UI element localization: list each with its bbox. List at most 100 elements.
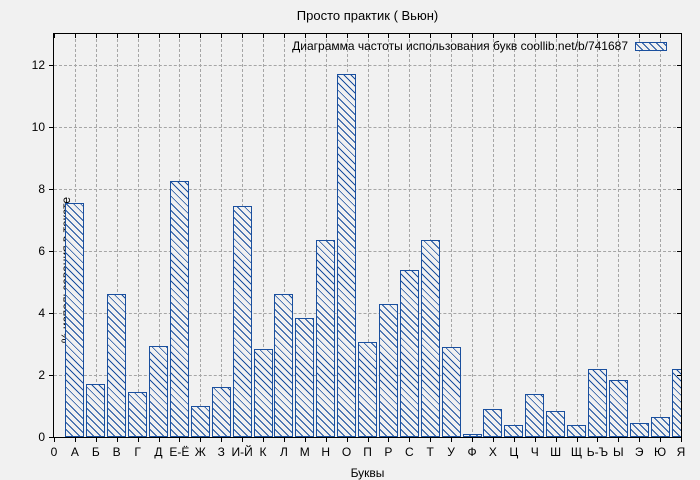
gridline-vertical [325,34,327,437]
x-tick-bottom [639,437,641,442]
x-tick-top [681,34,682,38]
x-tick-top [95,34,97,38]
x-tick-bottom [325,437,327,442]
x-tick-top [242,34,244,38]
x-tick-bottom [95,437,97,442]
gridline-vertical [639,34,641,437]
x-tick-label-У: У [447,445,455,459]
x-tick-label-З: З [217,445,225,459]
chart-title: Просто практик ( Вьюн) [296,8,439,23]
legend-swatch-hatch-icon [635,41,667,51]
gridline-vertical [304,34,306,437]
y-tick-label-2: 2 [38,368,45,382]
x-tick-label-Ы: Ы [612,445,624,459]
gridline-vertical [221,34,223,437]
gridline-vertical [409,34,411,437]
x-tick-bottom [681,437,682,442]
bar-Н [316,240,336,437]
x-tick-label-Ь-Ъ: Ь-Ъ [586,445,609,459]
x-tick-label-Д: Д [154,445,163,459]
x-tick-bottom [346,437,348,442]
x-tick-label-А: А [70,445,79,459]
x-tick-label-Р: Р [384,445,393,459]
x-tick-label-К: К [259,445,267,459]
x-tick-top [639,34,641,38]
bar-Я [671,368,681,437]
x-tick-top [597,34,599,38]
x-tick-top [200,34,202,38]
x-tick-bottom [388,437,390,442]
gridline-vertical [492,34,494,437]
x-tick-top [388,34,390,38]
y-tick-left [49,127,54,128]
x-tick-top [179,34,181,38]
bar-М [295,317,315,437]
x-tick-label-О: О [341,445,352,459]
bar-Т [420,240,440,437]
x-tick-bottom [116,437,118,442]
x-tick-bottom [74,437,76,442]
gridline-vertical [283,34,285,437]
gridline-vertical [367,34,369,437]
y-tick-right [677,313,681,314]
y-tick-left [49,251,54,252]
bar-У [441,347,461,437]
x-tick-label-Ц: Ц [509,445,519,459]
x-tick-bottom [534,437,536,442]
gridline-vertical [555,34,557,437]
bar-Г [128,392,148,437]
x-tick-bottom [660,437,662,442]
bar-О [337,74,357,437]
x-tick-label-С: С [404,445,414,459]
x-tick-label-П: П [363,445,372,459]
x-tick-bottom [472,437,473,442]
x-tick-top [555,34,557,38]
x-tick-label-Э: Э [634,445,644,459]
y-tick-label-10: 10 [31,120,45,134]
x-tick-label-Щ: Щ [570,445,583,459]
gridline-vertical [137,34,139,437]
x-tick-label-Ю: Ю [654,445,667,459]
bar-Е-Ё [169,181,189,437]
x-axis-title: Буквы [350,466,385,480]
x-tick-bottom [367,437,369,442]
x-tick-top [409,34,411,38]
x-tick-bottom [200,437,202,442]
x-tick-bottom [221,437,223,442]
y-tick-label-4: 4 [38,306,45,320]
bar-Р [378,303,398,437]
x-tick-bottom [451,437,453,442]
x-tick-top [116,34,118,38]
x-tick-label-0: 0 [50,445,58,459]
x-tick-bottom [618,437,620,442]
y-tick-label-0: 0 [38,430,45,444]
y-tick-left [49,437,54,438]
y-tick-left [49,189,54,190]
x-tick-bottom [54,437,55,442]
x-tick-top [54,34,55,38]
x-tick-label-Б: Б [91,445,100,459]
x-tick-top [221,34,223,38]
legend: Диаграмма частоты использования букв coo… [292,39,667,53]
gridline-vertical [534,34,536,437]
gridline-vertical [388,34,390,437]
x-tick-bottom [283,437,285,442]
bar-З [211,387,231,437]
legend-label: Диаграмма частоты использования букв coo… [292,39,628,53]
x-tick-top [137,34,139,38]
x-tick-bottom [263,437,264,442]
gridline-vertical [513,34,515,437]
x-tick-top [472,34,473,38]
x-tick-bottom [304,437,306,442]
bar-Л [274,294,294,437]
bar-Ж [190,406,210,437]
x-tick-top [513,34,515,38]
bar-Б [86,384,106,437]
y-tick-right [677,189,681,190]
x-tick-label-Т: Т [426,445,434,459]
y-tick-right [677,65,681,66]
bar-Э [629,423,649,437]
x-tick-top [325,34,327,38]
x-tick-label-Г: Г [134,445,141,459]
